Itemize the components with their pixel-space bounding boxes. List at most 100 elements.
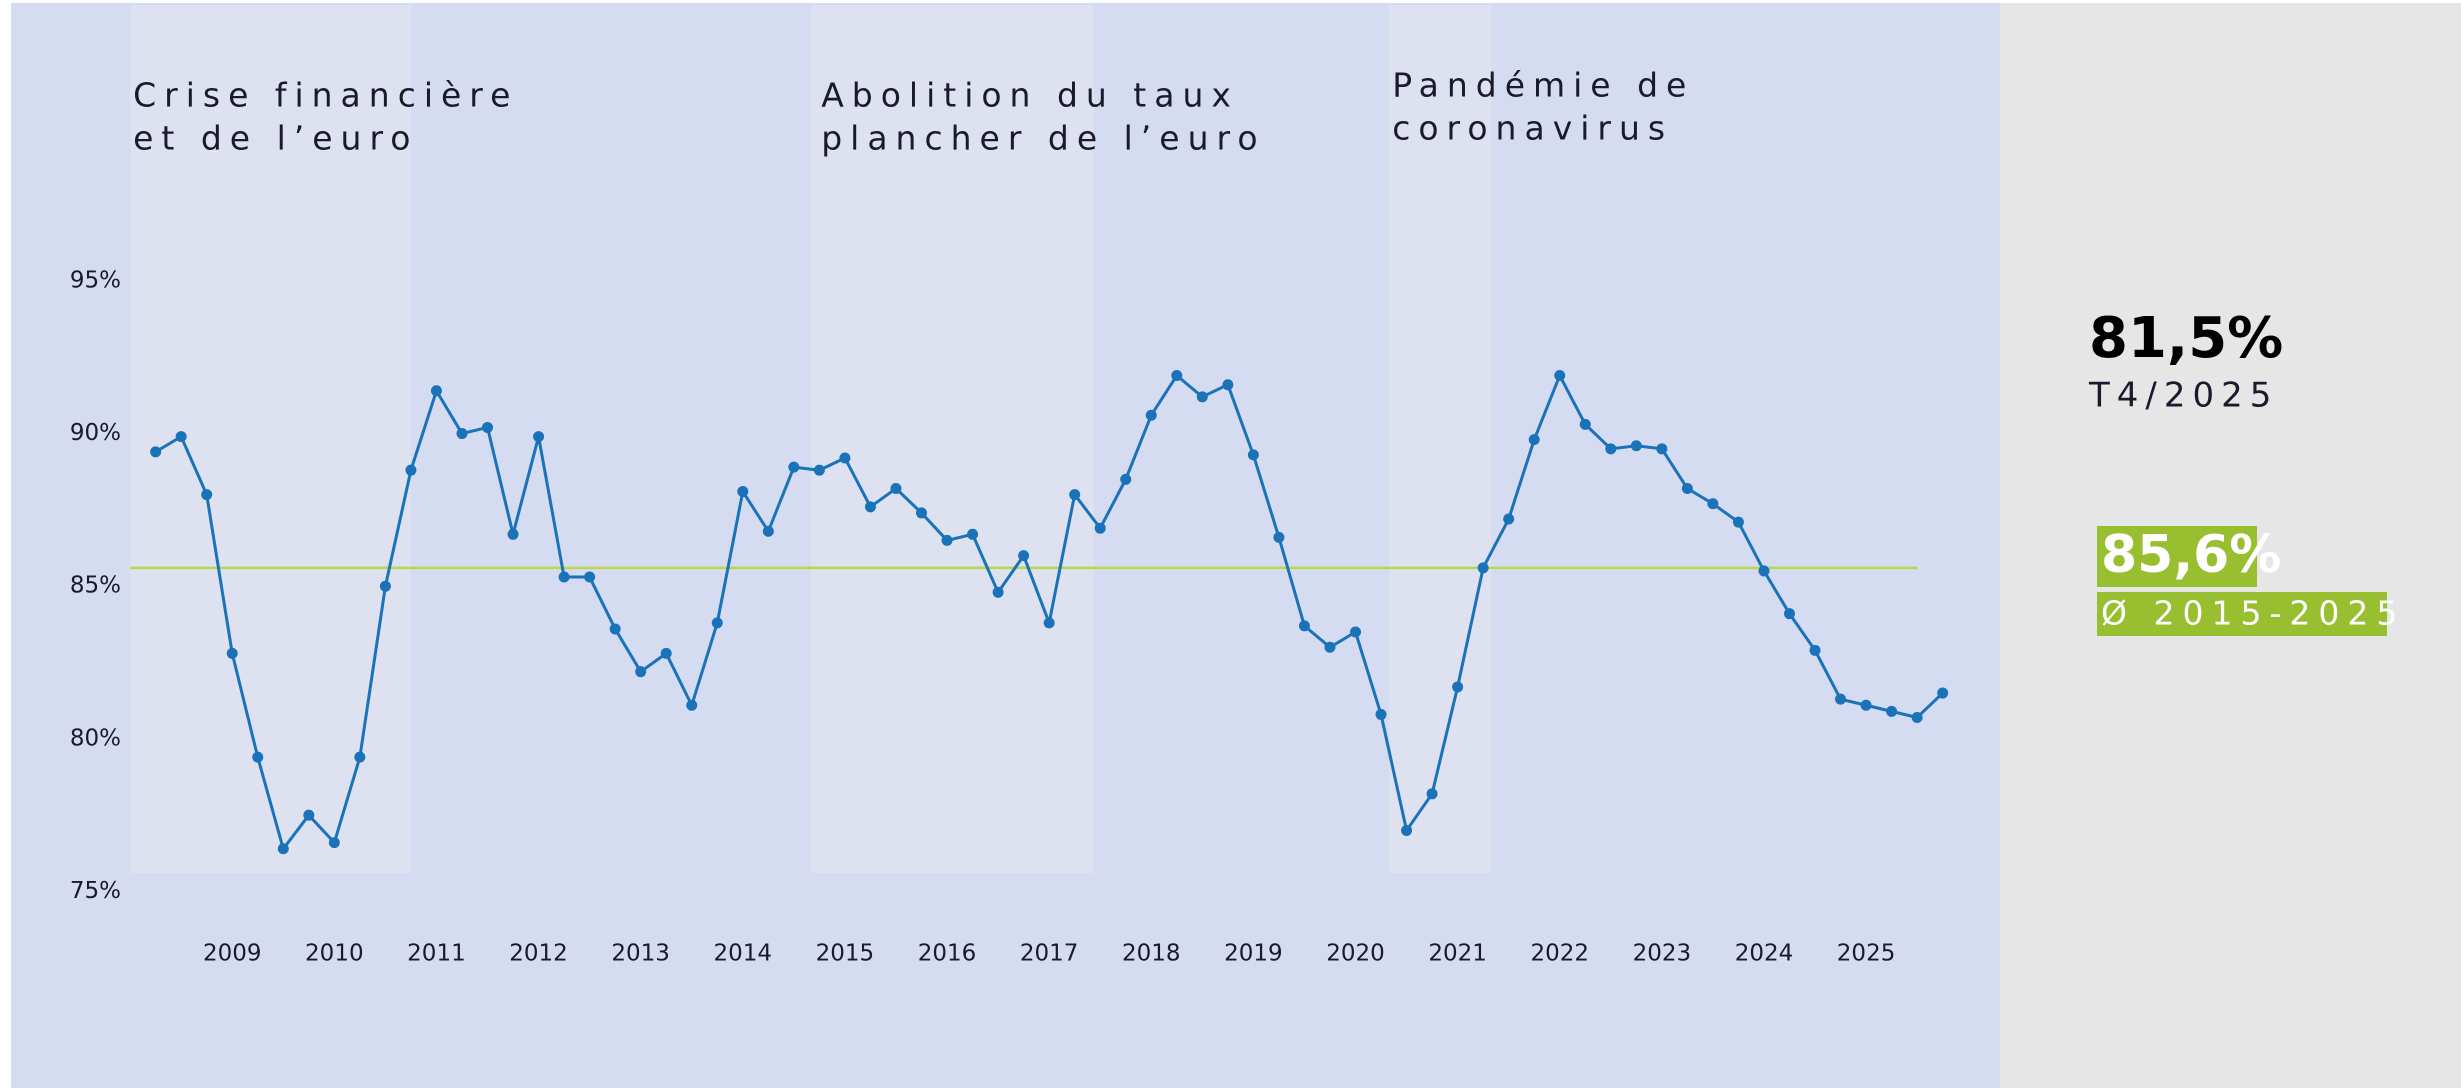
data-point (1171, 370, 1183, 382)
data-point (456, 428, 468, 440)
data-point (507, 528, 519, 540)
data-point (201, 489, 213, 501)
data-point (1018, 550, 1030, 562)
period-label: Abolition du taux (821, 76, 1239, 115)
x-tick-label: 2014 (714, 941, 773, 967)
period-band (1389, 5, 1492, 873)
period-band (811, 5, 1095, 873)
x-tick-label: 2016 (918, 941, 977, 967)
data-point (1681, 483, 1693, 495)
data-point (379, 580, 391, 592)
latest-value: 81,5% (2089, 306, 2283, 371)
data-point (1120, 473, 1132, 485)
x-tick-label: 2009 (203, 941, 262, 967)
data-point (1477, 562, 1489, 574)
data-point (1298, 620, 1310, 632)
data-point (303, 809, 315, 821)
data-point (992, 586, 1004, 598)
data-point (1783, 608, 1795, 620)
data-point (609, 623, 621, 635)
data-point (864, 501, 876, 513)
data-point (1247, 449, 1259, 461)
period-label: plancher de l’euro (821, 119, 1265, 158)
data-point (150, 446, 162, 458)
period-label: Pandémie de (1392, 66, 1694, 105)
data-point (482, 421, 494, 433)
x-tick-label: 2015 (816, 941, 875, 967)
data-point (1860, 699, 1872, 711)
data-point (1605, 443, 1617, 455)
data-point (660, 647, 672, 659)
y-tick-label: 85% (70, 573, 121, 599)
data-point (686, 699, 698, 711)
average-period: Ø 2015-2025 (2101, 594, 2405, 633)
data-point (1835, 693, 1847, 705)
data-point (1528, 434, 1540, 446)
data-point (1656, 443, 1668, 455)
period-label: et de l’euro (133, 119, 418, 158)
y-tick-label: 75% (70, 878, 121, 904)
period-label: Crise financière (133, 76, 518, 115)
x-tick-label: 2025 (1837, 941, 1896, 967)
average-period-box (2097, 592, 2387, 636)
data-point (328, 837, 340, 849)
x-tick-label: 2022 (1530, 941, 1589, 967)
data-point (1707, 498, 1719, 510)
data-point (1145, 409, 1157, 421)
y-tick-label: 80% (70, 725, 121, 751)
data-point (1503, 513, 1515, 525)
data-point (1554, 370, 1566, 382)
x-tick-label: 2013 (611, 941, 670, 967)
data-point (1375, 708, 1387, 720)
data-point (354, 751, 366, 763)
data-point (1758, 565, 1770, 577)
data-point (1732, 516, 1744, 528)
data-point (916, 507, 928, 519)
data-point (1043, 617, 1055, 629)
latest-period: T4/2025 (2088, 376, 2278, 416)
data-point (1350, 626, 1361, 638)
x-tick-label: 2011 (407, 941, 466, 967)
data-point (405, 464, 417, 476)
y-tick-label: 95% (70, 267, 121, 293)
data-point (813, 464, 825, 476)
x-tick-label: 2024 (1735, 941, 1794, 967)
data-point (1886, 705, 1898, 717)
data-point (1069, 489, 1081, 501)
data-point (1094, 522, 1106, 534)
x-tick-label: 2023 (1633, 941, 1692, 967)
y-tick-label: 90% (70, 420, 121, 446)
data-point (1426, 788, 1438, 800)
period-label: coronavirus (1392, 109, 1673, 148)
data-point (967, 528, 979, 540)
x-tick-label: 2019 (1224, 941, 1283, 967)
data-point (788, 461, 800, 473)
x-tick-label: 2010 (305, 941, 364, 967)
data-point (635, 666, 647, 678)
data-point (1630, 440, 1642, 452)
data-point (430, 385, 442, 397)
data-point (1911, 711, 1923, 723)
data-point (226, 647, 238, 659)
data-point (941, 534, 953, 546)
data-point (1324, 641, 1336, 653)
data-point (1579, 418, 1591, 430)
data-point (762, 525, 774, 537)
data-point (1452, 681, 1464, 693)
data-point (1937, 687, 1949, 699)
data-point (175, 431, 187, 443)
data-point (533, 431, 545, 443)
data-point (1401, 824, 1413, 836)
data-point (1196, 391, 1208, 403)
data-point (890, 483, 902, 495)
data-point (277, 843, 289, 855)
average-value-box (2097, 526, 2257, 587)
x-tick-label: 2020 (1326, 941, 1385, 967)
data-point (584, 571, 596, 583)
x-tick-label: 2012 (509, 941, 568, 967)
data-point (711, 617, 723, 629)
data-point (737, 486, 749, 498)
x-tick-label: 2021 (1428, 941, 1487, 967)
x-tick-label: 2018 (1122, 941, 1181, 967)
